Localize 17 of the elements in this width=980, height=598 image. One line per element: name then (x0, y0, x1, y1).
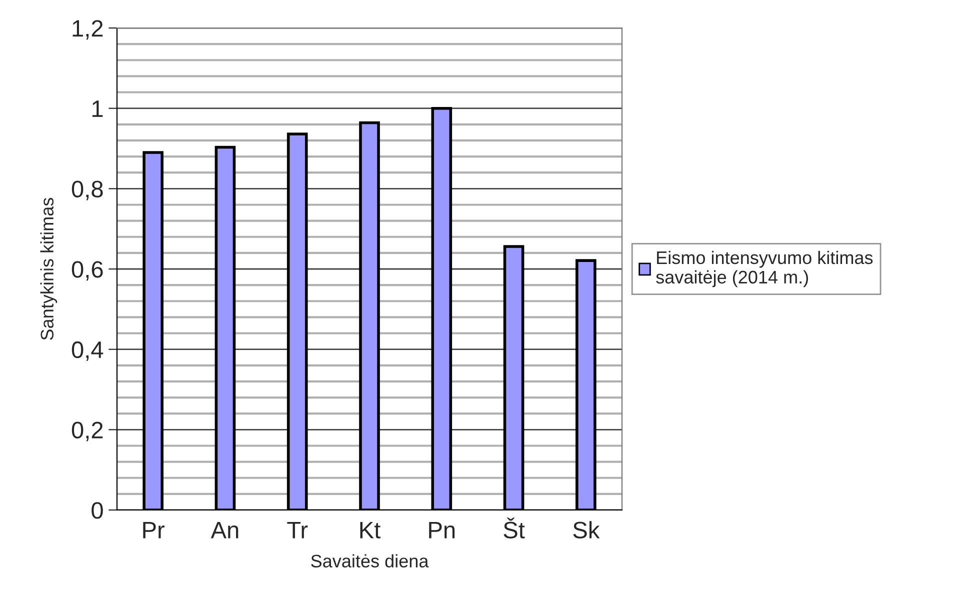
y-tick-label: 0,4 (72, 341, 104, 361)
x-tick-label: Kt (360, 522, 380, 538)
x-tick-label: Št (504, 518, 525, 538)
y-tick-label: 1 (92, 100, 103, 117)
y-tick-label: 1,2 (72, 20, 103, 40)
x-tick-label: Sk (573, 521, 600, 538)
x-tick-label: Tr (287, 522, 308, 538)
x-tick-label: Pn (429, 522, 455, 538)
y-tick-label: 0,8 (72, 180, 103, 200)
y-tick-label: 0 (92, 502, 103, 519)
y-tick-label: 0,6 (72, 261, 103, 281)
x-tick-label: Pr (143, 522, 164, 538)
y-axis-title: Santykinis kitimas (40, 198, 58, 340)
y-tick-label: 0,2 (72, 422, 103, 442)
x-axis-title: Savaitės diena (311, 554, 429, 568)
legend-label: Eismo intensyvumo kitimas savaitėje (2014 m.) (656, 250, 873, 288)
x-tick-label: An (210, 522, 238, 538)
